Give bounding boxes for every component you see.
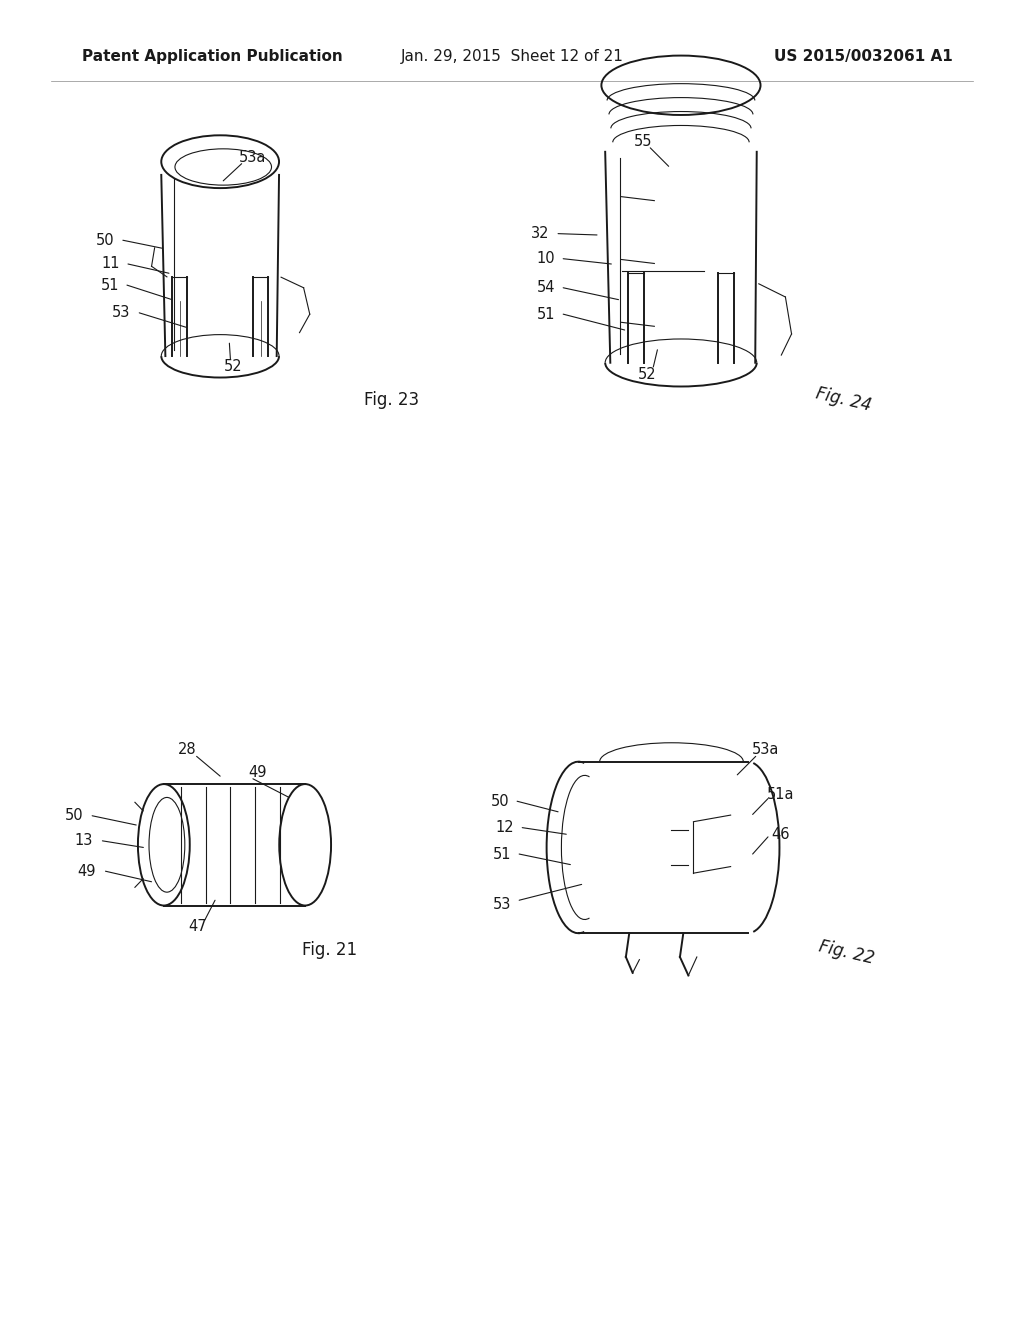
Text: Fig. 22: Fig. 22 (817, 939, 877, 968)
Text: 13: 13 (75, 833, 93, 849)
Text: 52: 52 (638, 367, 656, 383)
Text: 11: 11 (101, 256, 120, 272)
Text: US 2015/0032061 A1: US 2015/0032061 A1 (773, 49, 952, 65)
Text: 51a: 51a (767, 787, 794, 803)
Text: 49: 49 (249, 764, 267, 780)
Text: 28: 28 (178, 742, 197, 758)
Text: 50: 50 (65, 808, 83, 824)
Text: 12: 12 (496, 820, 514, 836)
Text: 53: 53 (112, 305, 130, 321)
Text: 51: 51 (537, 306, 555, 322)
Text: 10: 10 (537, 251, 555, 267)
Text: 50: 50 (96, 232, 115, 248)
Text: 53: 53 (493, 896, 511, 912)
Text: Fig. 24: Fig. 24 (814, 385, 873, 414)
Text: 50: 50 (490, 793, 509, 809)
Text: 51: 51 (493, 846, 511, 862)
Text: 53a: 53a (240, 149, 266, 165)
Text: Fig. 21: Fig. 21 (302, 941, 357, 960)
Text: 52: 52 (224, 359, 243, 375)
Text: 55: 55 (634, 133, 652, 149)
Text: Jan. 29, 2015  Sheet 12 of 21: Jan. 29, 2015 Sheet 12 of 21 (400, 49, 624, 65)
Text: 32: 32 (531, 226, 550, 242)
Text: 51: 51 (100, 277, 119, 293)
Text: 49: 49 (78, 863, 96, 879)
Text: 47: 47 (188, 919, 207, 935)
Text: Fig. 23: Fig. 23 (364, 391, 419, 409)
Text: 46: 46 (771, 826, 790, 842)
Text: 53a: 53a (753, 742, 779, 758)
Text: Patent Application Publication: Patent Application Publication (82, 49, 343, 65)
Text: 54: 54 (537, 280, 555, 296)
